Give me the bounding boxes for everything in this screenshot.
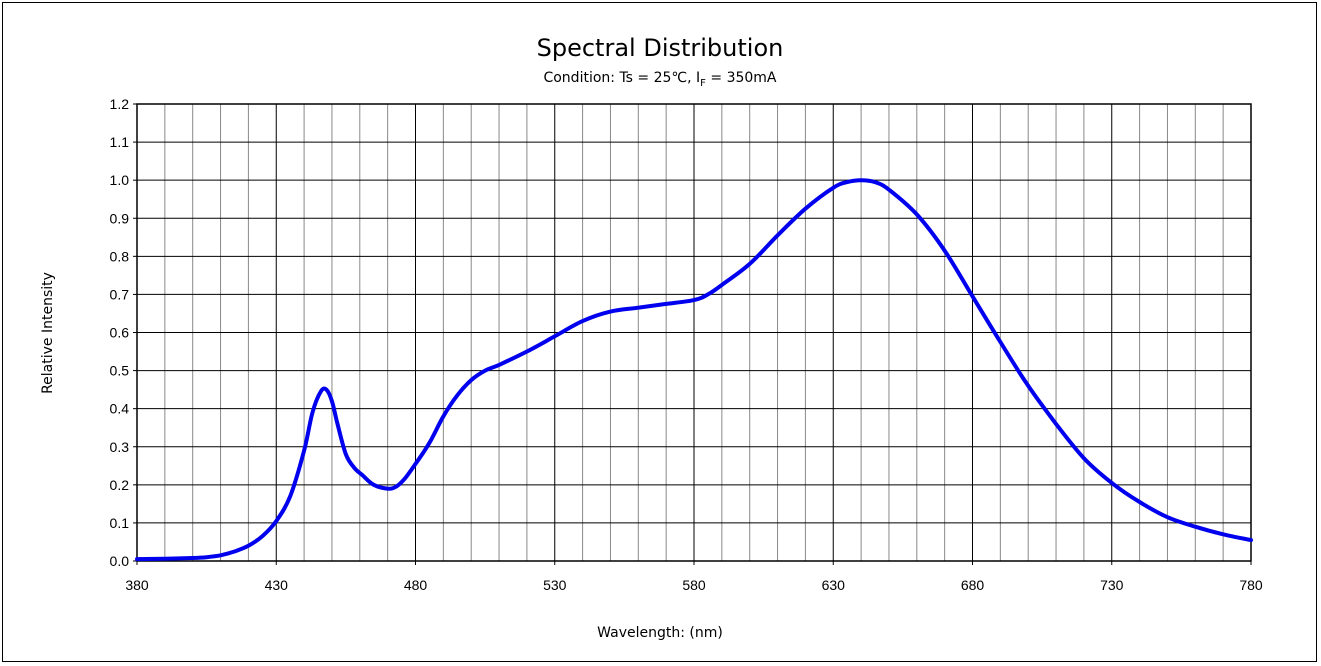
y-tick-label: 0.6 <box>110 325 130 341</box>
x-tick-label: 680 <box>961 577 985 593</box>
y-tick-label: 0.5 <box>110 363 130 379</box>
y-tick-label: 0.1 <box>110 515 130 531</box>
subtitle-prefix: Condition: Ts = 25℃, I <box>543 70 700 86</box>
y-tick-label: 0.4 <box>110 401 130 417</box>
x-axis-label: Wavelength: (nm) <box>597 625 723 641</box>
major-grid <box>136 103 1252 562</box>
y-tick-label: 1.0 <box>110 172 130 188</box>
x-tick-label: 530 <box>543 577 567 593</box>
y-tick-labels: 0.0 0.1 0.2 0.3 0.4 0.5 0.6 0.7 0.8 0.9 1.0 1.1 1.2 <box>110 96 137 569</box>
y-tick-label: 0.8 <box>110 248 130 264</box>
x-tick-label: 380 <box>125 577 149 593</box>
chart-title: Spectral Distribution <box>537 34 784 62</box>
series-layer <box>135 178 1253 562</box>
x-tick-labels: 380 430 480 530 580 630 680 730 780 <box>125 561 1263 593</box>
y-tick-label: 0.9 <box>110 210 130 226</box>
y-tick-label: 1.1 <box>110 134 130 150</box>
chart-subtitle: Condition: Ts = 25℃, IF = 350mA <box>543 70 776 89</box>
y-tick-label: 0.0 <box>110 553 130 569</box>
x-tick-label: 780 <box>1239 577 1263 593</box>
y-tick-label: 0.3 <box>110 439 130 455</box>
subtitle-subscript: F <box>700 78 706 89</box>
y-tick-label: 1.2 <box>110 96 130 112</box>
y-tick-label: 0.2 <box>110 477 130 493</box>
x-tick-label: 630 <box>822 577 846 593</box>
x-tick-label: 730 <box>1100 577 1124 593</box>
y-axis-label: Relative Intensity <box>40 272 56 394</box>
subtitle-suffix: = 350mA <box>706 70 777 86</box>
y-tick-label: 0.7 <box>110 286 130 302</box>
x-tick-label: 580 <box>682 577 706 593</box>
series-line-0 <box>135 178 1253 562</box>
x-tick-label: 480 <box>404 577 428 593</box>
x-tick-label: 430 <box>265 577 289 593</box>
